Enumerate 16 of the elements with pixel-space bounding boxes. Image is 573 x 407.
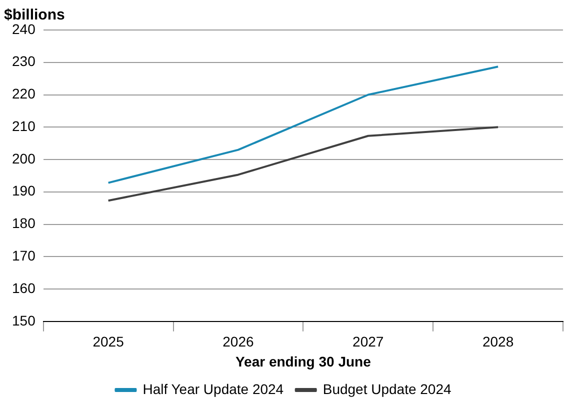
y-tick-label: 210 (12, 118, 36, 134)
y-tick-label: 220 (12, 86, 36, 102)
y-tick-label: 230 (12, 53, 36, 70)
y-tick-label: 160 (12, 280, 36, 296)
y-tick-label: 150 (12, 312, 36, 328)
x-tick-label: 2025 (92, 334, 124, 350)
legend-label: Budget Update 2024 (322, 380, 452, 397)
x-tick-label: 2026 (222, 334, 254, 350)
y-tick-label: 200 (12, 150, 36, 166)
x-tick-label: 2028 (482, 334, 514, 350)
legend-label: Half Year Update 2024 (142, 380, 284, 397)
x-tick-label: 2027 (352, 334, 384, 350)
y-tick-label: 190 (12, 182, 36, 199)
y-tick-label: 170 (12, 248, 36, 264)
y-tick-label: 180 (12, 215, 36, 232)
x-axis-title: Year ending 30 June (235, 353, 372, 370)
